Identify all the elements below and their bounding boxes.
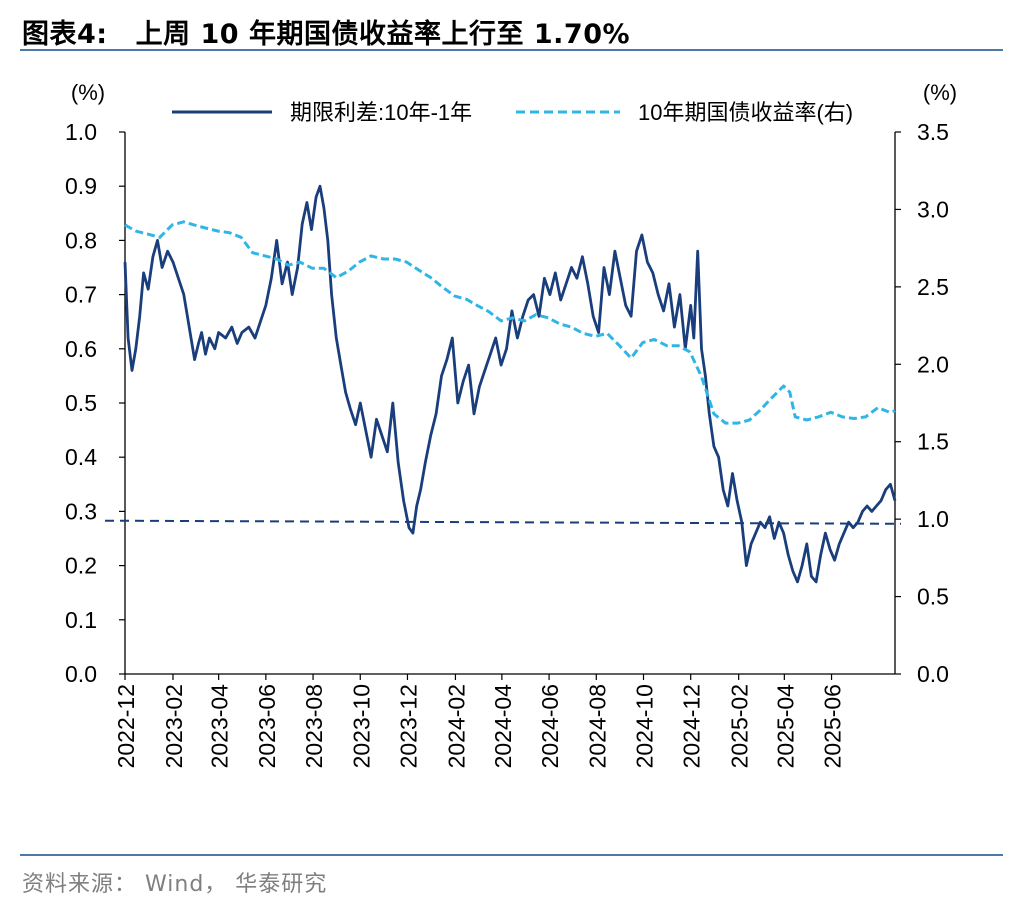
title-divider bbox=[20, 49, 1003, 51]
x-tick-label: 2024-08 bbox=[584, 684, 610, 768]
x-tick-label: 2022-12 bbox=[113, 684, 139, 768]
x-tick-label: 2025-04 bbox=[772, 684, 798, 769]
left-y-tick-label: 0.0 bbox=[65, 661, 97, 687]
x-tick-label: 2024-06 bbox=[537, 684, 563, 768]
legend-label-term-spread: 期限利差:10年-1年 bbox=[290, 100, 472, 125]
source-note: 资料来源： Wind， 华泰研究 bbox=[22, 872, 328, 897]
series-term-spread-line bbox=[123, 184, 897, 584]
x-tick-label: 2024-04 bbox=[490, 684, 516, 769]
left-y-tick-label: 0.7 bbox=[65, 282, 97, 308]
right-y-tick-label: 0.0 bbox=[917, 661, 949, 687]
x-tick-label: 2023-02 bbox=[161, 684, 187, 768]
left-y-tick-label: 0.3 bbox=[65, 498, 97, 524]
x-tick-label: 2023-10 bbox=[348, 684, 374, 768]
x-tick-label: 2025-02 bbox=[727, 684, 753, 768]
left-axis-unit: (%) bbox=[71, 80, 105, 105]
x-tick-label: 2025-06 bbox=[820, 684, 846, 768]
series-10y-yield-line bbox=[124, 220, 896, 425]
x-tick-label: 2024-10 bbox=[631, 684, 657, 768]
left-y-tick-label: 0.9 bbox=[65, 173, 97, 199]
legend-label-10y-yield: 10年期国债收益率(右) bbox=[638, 100, 853, 125]
left-y-tick-label: 0.6 bbox=[65, 336, 97, 362]
left-y-tick-label: 0.8 bbox=[65, 227, 97, 253]
figure-title: 上周 10 年期国债收益率上行至 1.70% bbox=[135, 19, 631, 50]
x-tick-label: 2023-04 bbox=[207, 684, 233, 769]
right-y-tick-label: 3.5 bbox=[917, 119, 949, 145]
left-y-tick-label: 0.5 bbox=[65, 390, 97, 416]
right-y-tick-label: 3.0 bbox=[917, 196, 949, 222]
figure-label: 图表4: bbox=[22, 19, 108, 50]
x-tick-label: 2024-12 bbox=[679, 684, 705, 768]
footer-divider bbox=[20, 854, 1003, 856]
reference-line bbox=[104, 519, 902, 525]
x-tick-label: 2024-02 bbox=[443, 684, 469, 768]
right-y-tick-label: 2.0 bbox=[917, 351, 949, 377]
left-y-tick-label: 0.4 bbox=[65, 444, 97, 470]
left-y-tick-label: 0.1 bbox=[65, 607, 97, 633]
right-y-tick-label: 0.5 bbox=[917, 584, 949, 610]
right-y-tick-label: 1.5 bbox=[917, 429, 949, 455]
left-y-tick-label: 0.2 bbox=[65, 553, 97, 579]
right-y-tick-label: 1.0 bbox=[917, 506, 949, 532]
right-axis-unit: (%) bbox=[923, 80, 957, 105]
chart-title: 图表4: 上周 10 年期国债收益率上行至 1.70% bbox=[22, 12, 630, 51]
right-y-tick-label: 2.5 bbox=[917, 274, 949, 300]
x-tick-label: 2023-08 bbox=[301, 684, 327, 768]
x-tick-label: 2023-06 bbox=[254, 684, 280, 768]
left-y-tick-label: 1.0 bbox=[65, 119, 97, 145]
x-tick-label: 2023-12 bbox=[395, 684, 421, 768]
